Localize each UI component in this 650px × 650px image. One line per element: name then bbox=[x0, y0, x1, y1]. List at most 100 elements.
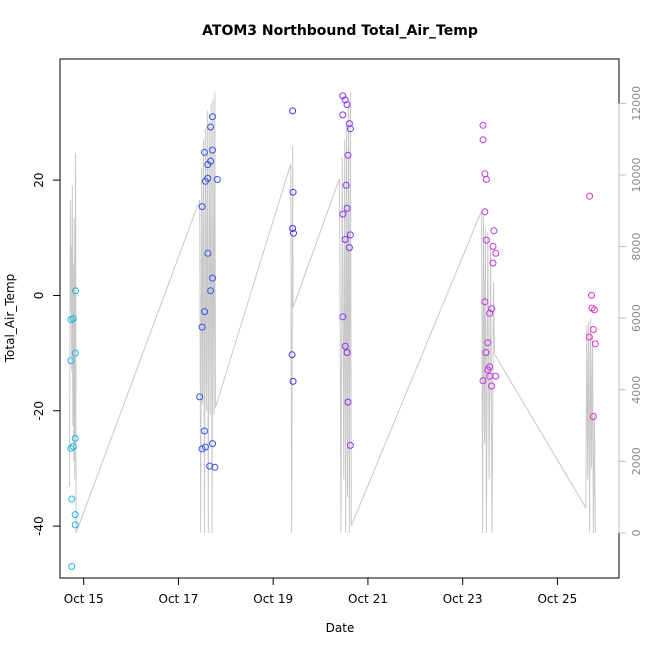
data-point bbox=[482, 176, 490, 183]
data-point bbox=[345, 244, 353, 252]
y2-tick-label: 2000 bbox=[630, 447, 643, 475]
data-point bbox=[207, 287, 215, 295]
data-point bbox=[481, 208, 489, 216]
x-tick-label: Oct 15 bbox=[64, 592, 104, 606]
y-axis: -40 -20 0 20 bbox=[32, 172, 61, 536]
data-point bbox=[201, 308, 208, 316]
data-point bbox=[482, 349, 490, 356]
y-tick-label: -40 bbox=[32, 516, 46, 536]
data-point bbox=[289, 107, 297, 115]
data-point bbox=[204, 161, 212, 168]
x-tick-label: Oct 21 bbox=[348, 592, 388, 606]
data-point bbox=[68, 495, 76, 503]
data-point bbox=[484, 366, 492, 374]
data-point bbox=[68, 563, 76, 570]
data-point bbox=[479, 377, 487, 385]
data-point bbox=[201, 427, 208, 435]
data-point bbox=[290, 229, 297, 237]
chart-title: ATOM3 Northbound Total_Air_Temp bbox=[202, 23, 478, 39]
data-point bbox=[490, 227, 498, 235]
x-axis: Oct 15 Oct 17 Oct 19 Oct 21 Oct 23 Oct 25 bbox=[64, 577, 577, 606]
data-point bbox=[209, 274, 216, 282]
data-point bbox=[346, 125, 354, 133]
data-point bbox=[206, 462, 214, 470]
gray-line-series bbox=[69, 92, 596, 534]
data-point bbox=[341, 236, 349, 243]
data-point bbox=[198, 323, 206, 331]
data-point bbox=[481, 170, 489, 178]
y2-tick-label: 6000 bbox=[630, 304, 643, 332]
data-point bbox=[201, 148, 208, 156]
data-point bbox=[479, 136, 487, 144]
data-point bbox=[489, 259, 497, 267]
data-point bbox=[204, 249, 212, 257]
data-point bbox=[207, 123, 215, 131]
data-point bbox=[481, 298, 489, 306]
data-point bbox=[201, 443, 209, 451]
data-point bbox=[341, 342, 349, 350]
x-tick-label: Oct 17 bbox=[159, 592, 199, 606]
temperature-points bbox=[67, 92, 599, 570]
data-point bbox=[211, 463, 219, 471]
data-point bbox=[343, 204, 351, 212]
data-point bbox=[343, 349, 351, 356]
data-point bbox=[289, 225, 297, 232]
data-point bbox=[586, 192, 594, 200]
data-point bbox=[72, 287, 80, 295]
data-point bbox=[492, 249, 500, 257]
x-tick-label: Oct 19 bbox=[253, 592, 293, 606]
data-point bbox=[343, 101, 351, 109]
data-point bbox=[484, 339, 492, 347]
y-axis-label: Total_Air_Temp bbox=[3, 274, 17, 363]
data-point bbox=[339, 111, 347, 119]
data-point bbox=[341, 96, 349, 104]
data-point bbox=[588, 291, 595, 299]
data-point bbox=[590, 306, 598, 314]
data-point bbox=[346, 231, 354, 239]
data-point bbox=[71, 521, 79, 529]
data-point bbox=[339, 313, 347, 321]
data-point bbox=[71, 434, 79, 442]
y2-tick-label: 10000 bbox=[630, 158, 643, 193]
y-tick-label: 20 bbox=[32, 172, 46, 187]
data-point bbox=[591, 340, 599, 348]
x-tick-label: Oct 23 bbox=[443, 592, 483, 606]
data-point bbox=[209, 113, 216, 121]
y2-tick-label: 0 bbox=[630, 529, 643, 536]
x-axis-label: Date bbox=[326, 621, 355, 635]
data-point bbox=[289, 188, 297, 196]
data-point bbox=[339, 210, 347, 218]
data-point bbox=[201, 177, 209, 185]
data-point bbox=[489, 242, 497, 250]
y2-tick-label: 12000 bbox=[630, 86, 643, 121]
data-point bbox=[209, 440, 216, 448]
data-point bbox=[585, 333, 593, 341]
data-point bbox=[482, 236, 490, 244]
data-point bbox=[198, 445, 206, 453]
data-point bbox=[346, 441, 354, 449]
data-point bbox=[486, 309, 494, 317]
y2-axis: 0 2000 4000 6000 8000 10000 12000 bbox=[618, 86, 643, 536]
y-tick-label: -20 bbox=[32, 401, 46, 421]
data-point bbox=[479, 121, 487, 129]
data-point bbox=[69, 315, 77, 322]
data-point bbox=[589, 326, 597, 333]
data-point bbox=[196, 393, 204, 401]
data-point bbox=[344, 151, 352, 159]
data-point bbox=[488, 382, 496, 390]
data-point bbox=[589, 413, 597, 420]
data-point bbox=[344, 398, 352, 406]
data-point bbox=[492, 372, 500, 380]
data-point bbox=[488, 305, 496, 313]
x-tick-label: Oct 25 bbox=[537, 592, 577, 606]
data-point bbox=[289, 377, 297, 385]
gray-trace-line bbox=[69, 92, 596, 534]
data-point bbox=[198, 203, 206, 211]
data-point bbox=[69, 443, 77, 450]
data-point bbox=[213, 176, 221, 183]
data-point bbox=[71, 349, 79, 357]
y2-tick-label: 4000 bbox=[630, 376, 643, 404]
y-tick-label: 0 bbox=[32, 292, 46, 300]
data-point bbox=[342, 181, 350, 189]
data-point bbox=[67, 357, 75, 365]
